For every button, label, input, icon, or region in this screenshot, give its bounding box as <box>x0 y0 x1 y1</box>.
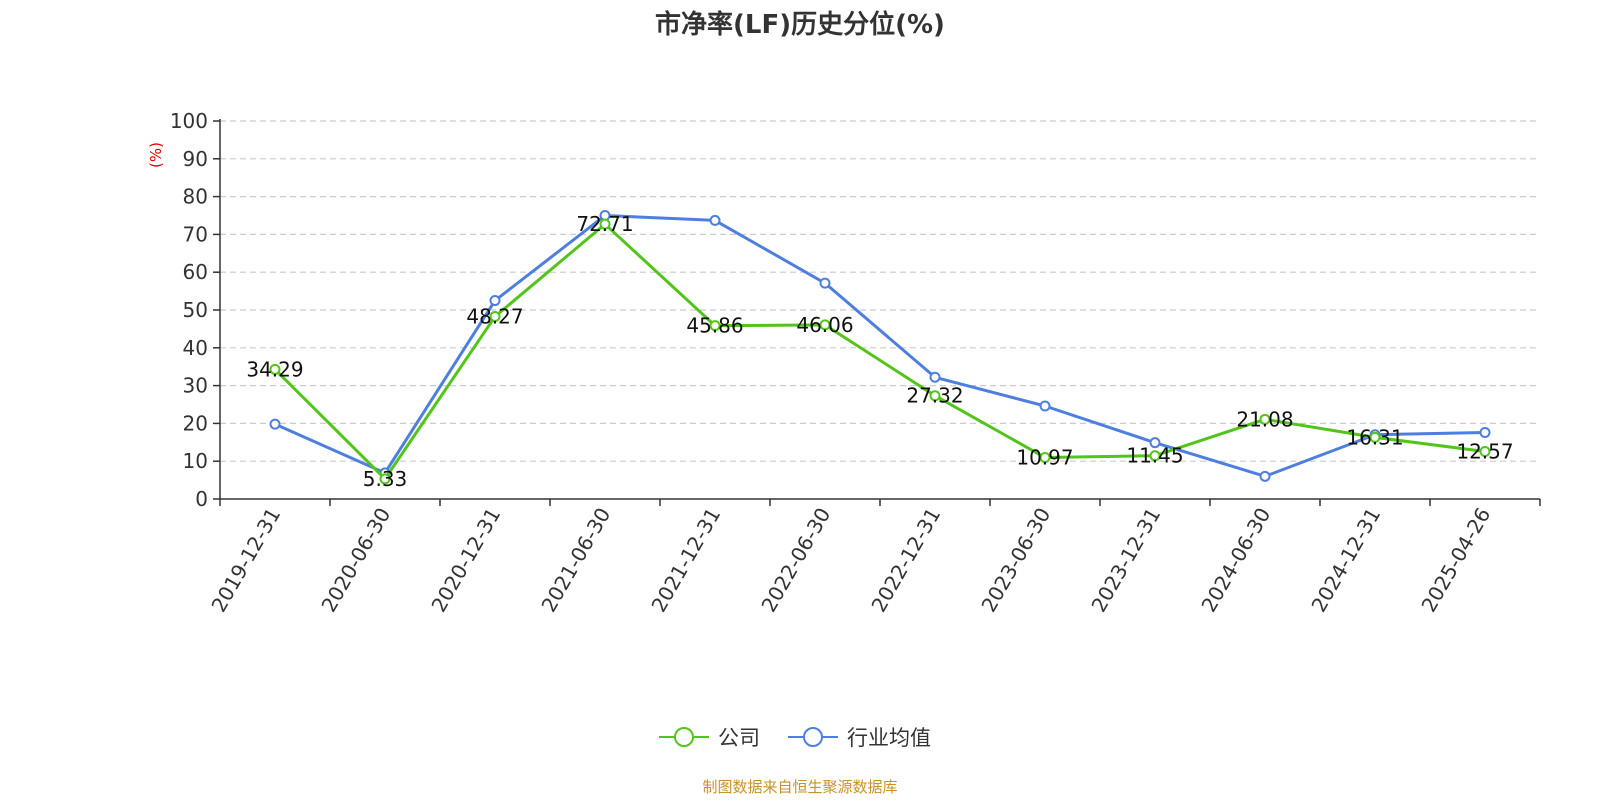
industry-data-point <box>1149 437 1161 449</box>
chart-title: 市净率(LF)历史分位(%) <box>655 9 945 40</box>
x-tick-label: 2020-12-31 <box>426 504 505 617</box>
industry-data-point <box>269 418 281 430</box>
y-tick-label: 100 <box>170 109 208 133</box>
company-data-point <box>379 473 391 485</box>
company-data-label: 34.29 <box>246 357 303 381</box>
y-tick-label: 70 <box>183 222 208 246</box>
company-data-label: 12.57 <box>1456 439 1513 463</box>
company-data-label: 5.33 <box>363 467 408 491</box>
series-lines <box>269 210 1491 485</box>
axes: 0 10 20 30 40 50 60 70 80 90 100 2019-12-31 2020-06-… <box>170 109 1541 617</box>
company-data-label: 10.97 <box>1016 446 1073 470</box>
y-tick-label: 90 <box>183 147 208 171</box>
industry-data-point <box>709 214 721 226</box>
industry-data-point <box>819 277 831 289</box>
x-tick-label: 2023-12-31 <box>1086 504 1165 617</box>
x-tick-label: 2024-06-30 <box>1196 504 1275 617</box>
company-data-label: 21.08 <box>1236 407 1293 431</box>
industry-series-line <box>274 214 1486 478</box>
company-data-point <box>599 218 611 230</box>
industry-data-point <box>1039 400 1051 412</box>
y-axis-unit-label: (%) <box>147 142 165 168</box>
company-data-point <box>1259 413 1271 425</box>
y-tick-label: 80 <box>183 185 208 209</box>
company-data-label: 11.45 <box>1126 444 1183 468</box>
legend: 公司 行业均值 <box>659 726 931 750</box>
y-tick-label: 30 <box>183 374 208 398</box>
x-tick-label: 2022-12-31 <box>866 504 945 617</box>
x-tick-label: 2019-12-31 <box>206 504 285 617</box>
data-labels: 34.29 5.33 48.27 72.71 45.86 46.06 27.32 10.97 1… <box>246 212 1513 491</box>
industry-data-point <box>489 295 501 307</box>
company-data-label: 16.31 <box>1346 425 1403 449</box>
y-tick-label: 20 <box>183 411 208 435</box>
company-series-line <box>273 222 1486 481</box>
industry-data-point <box>1259 470 1271 482</box>
x-tick-label: 2024-12-31 <box>1306 504 1385 617</box>
legend-industry-label: 行业均值 <box>847 726 931 750</box>
x-tick-label: 2020-06-30 <box>316 504 395 617</box>
company-data-point <box>1369 431 1381 443</box>
company-data-point <box>489 311 501 323</box>
company-data-point <box>1479 445 1491 457</box>
company-data-point <box>1039 452 1051 464</box>
industry-data-point <box>1479 426 1491 438</box>
industry-data-point <box>929 371 941 383</box>
company-data-point <box>269 363 281 375</box>
legend-industry-circle-icon <box>803 727 823 747</box>
company-data-point <box>1149 450 1161 462</box>
y-tick-label: 40 <box>183 336 208 360</box>
x-tick-label: 2021-12-31 <box>646 504 725 617</box>
company-data-label: 48.27 <box>466 305 523 329</box>
y-tick-label: 0 <box>195 487 208 511</box>
company-data-label: 45.86 <box>686 314 743 338</box>
x-tick-label: 2023-06-30 <box>976 504 1055 617</box>
company-data-point <box>819 319 831 331</box>
legend-company-circle-icon <box>674 727 694 747</box>
legend-item-industry[interactable]: 行业均值 <box>788 726 931 750</box>
y-tick-label: 60 <box>183 260 208 284</box>
x-tick-label: 2025-04-26 <box>1416 504 1495 617</box>
company-data-label: 27.32 <box>906 384 963 408</box>
company-data-point <box>709 320 721 332</box>
x-tick-label: 2022-06-30 <box>756 504 835 617</box>
company-data-label: 72.71 <box>576 212 633 236</box>
grid-lines <box>220 120 1540 462</box>
legend-company-label: 公司 <box>718 726 760 750</box>
company-data-point <box>929 390 941 402</box>
y-tick-label: 10 <box>183 449 208 473</box>
y-tick-label: 50 <box>183 298 208 322</box>
legend-item-company[interactable]: 公司 <box>659 726 760 750</box>
source-note: 制图数据来自恒生聚源数据库 <box>702 778 897 796</box>
company-data-label: 46.06 <box>796 313 853 337</box>
x-tick-label: 2021-06-30 <box>536 504 615 617</box>
